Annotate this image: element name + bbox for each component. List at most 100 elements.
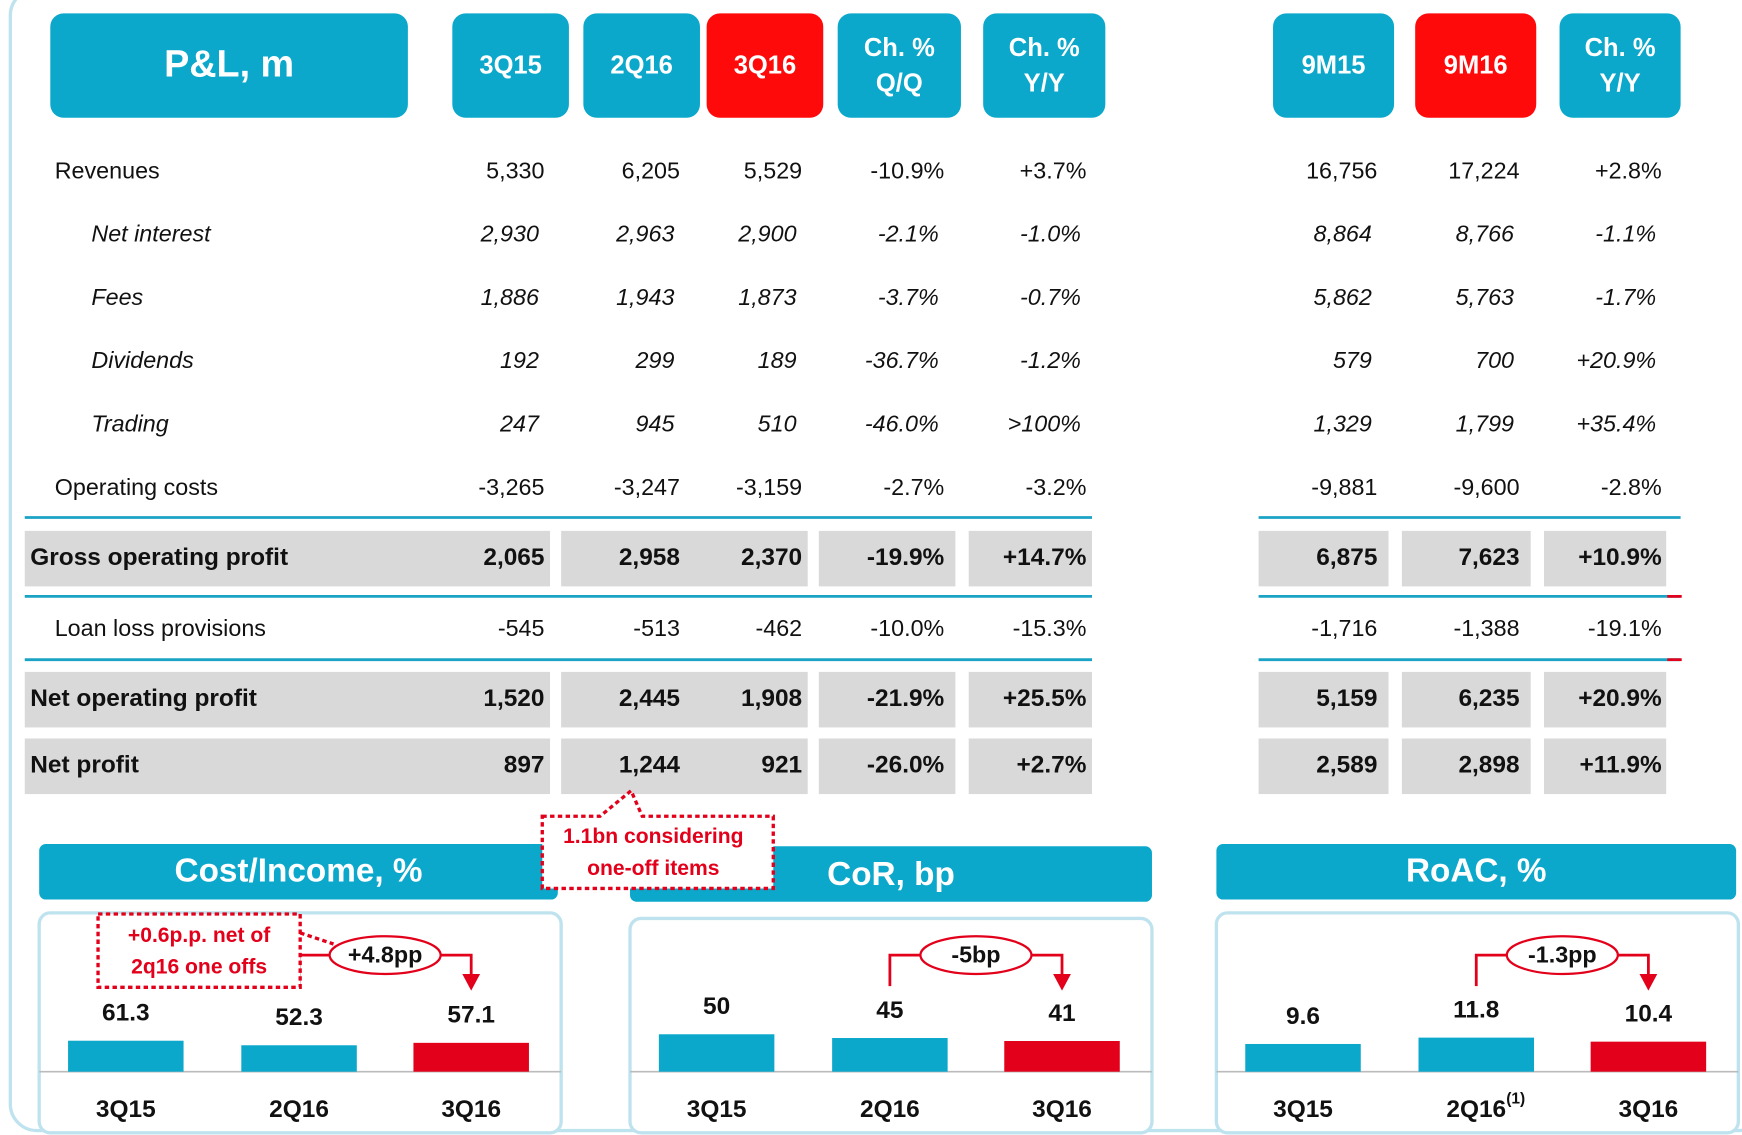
cell: 16,756 [1306, 157, 1377, 183]
cell: -2.7% [883, 474, 944, 500]
category-label: 3Q15 [96, 1096, 156, 1123]
row-band [561, 530, 808, 587]
cell: 700 [1475, 347, 1514, 373]
bar [1418, 1037, 1535, 1072]
bar [1590, 1041, 1707, 1072]
cell: 1,799 [1456, 411, 1514, 437]
cell: -10.0% [870, 615, 944, 641]
cell: 189 [758, 347, 797, 373]
value-label: 45 [876, 997, 903, 1024]
cell: -19.9% [867, 544, 945, 571]
cell: -15.3% [1013, 615, 1087, 641]
row-band [561, 738, 808, 795]
cell: -1.1% [1595, 221, 1656, 247]
cell: -46.0% [865, 411, 939, 437]
cell: -0.7% [1020, 284, 1081, 310]
cell: 2,963 [615, 221, 674, 247]
cell: 5,763 [1456, 284, 1514, 310]
cell: 1,873 [738, 284, 796, 310]
row-band [968, 530, 1093, 587]
value-label: 50 [703, 993, 730, 1020]
row-label: Net profit [30, 752, 139, 779]
column-header-box [1559, 13, 1681, 118]
category-label: 3Q16 [441, 1096, 501, 1123]
note-text: +0.6p.p. net of 2q16 one offs [128, 924, 271, 978]
cell: 6,235 [1458, 685, 1519, 712]
cell: -3,265 [478, 474, 544, 500]
value-label: 61.3 [102, 1000, 150, 1027]
panel-title: RoAC, % [1406, 853, 1547, 890]
cell: -1,716 [1311, 615, 1377, 641]
cell: +10.9% [1578, 544, 1662, 571]
value-label: 9.6 [1286, 1003, 1320, 1030]
cell: -3,247 [614, 474, 680, 500]
row-band [1544, 738, 1667, 795]
bar [832, 1038, 948, 1072]
column-header-line: Q/Q [876, 69, 923, 97]
row-label: Net interest [91, 221, 212, 247]
cell: -2.8% [1601, 474, 1662, 500]
panel-box [628, 916, 1154, 1135]
cell: 1,886 [481, 284, 539, 310]
callout-text: 1.1bn considering one-off items [563, 824, 744, 879]
column-header-box [1273, 13, 1395, 118]
value-label: 10.4 [1625, 1000, 1673, 1027]
cell: 192 [500, 347, 539, 373]
cell: 897 [504, 752, 545, 779]
column-header: 2Q16 [610, 51, 672, 79]
cell: -10.9% [870, 157, 944, 183]
column-header-line: Y/Y [1599, 69, 1640, 97]
cell: -462 [755, 615, 802, 641]
row-band [1401, 738, 1531, 795]
cell: 510 [758, 411, 797, 437]
cell: +25.5% [1003, 685, 1087, 712]
cell: +20.9% [1576, 347, 1656, 373]
cell: 1,943 [616, 284, 674, 310]
cell: 2,370 [741, 544, 802, 571]
cell: -513 [633, 615, 680, 641]
column-header: Ch. % Y/Y [1009, 34, 1080, 98]
cell: 299 [635, 347, 675, 373]
row-band [1544, 530, 1667, 587]
cell: 5,159 [1316, 685, 1377, 712]
column-header-line: Ch. % [1585, 34, 1656, 62]
cell: 2,930 [480, 221, 539, 247]
cell: 247 [499, 411, 540, 437]
change-label: +4.8pp [348, 941, 423, 967]
row-band [24, 671, 551, 728]
panel-box [1214, 911, 1741, 1135]
column-header-line: Ch. % [864, 34, 935, 62]
cell: 8,766 [1456, 221, 1514, 247]
change-arrow [462, 973, 481, 991]
note-box [96, 912, 302, 989]
column-header-box [452, 13, 569, 118]
category-label: 3Q16 [1032, 1096, 1092, 1123]
cell: -9,600 [1453, 474, 1519, 500]
table-title: P&L, m [164, 43, 294, 85]
change-ellipse [328, 935, 442, 976]
panel-title: CoR, bp [827, 856, 955, 893]
value-label: 57.1 [447, 1002, 495, 1029]
change-arrow [1639, 973, 1658, 991]
column-header: Ch. % Y/Y [1585, 34, 1656, 98]
cell: 945 [636, 411, 676, 437]
cell: 1,520 [483, 685, 544, 712]
column-header-line: Ch. % [1009, 34, 1080, 62]
bar [241, 1045, 357, 1072]
change-ellipse [919, 935, 1033, 976]
row-label: Operating costs [55, 474, 218, 500]
row-band [1258, 738, 1389, 795]
note-link [299, 931, 335, 946]
cell: 8,864 [1314, 221, 1372, 247]
bar [68, 1040, 184, 1072]
category-label: 3Q15 [687, 1096, 747, 1123]
cell: -545 [498, 615, 545, 641]
cell: -1,388 [1453, 615, 1519, 641]
row-band [561, 671, 808, 728]
cell: 2,900 [737, 221, 796, 247]
cell: 579 [1333, 347, 1372, 373]
cell: 921 [761, 752, 802, 779]
cell: -9,881 [1311, 474, 1377, 500]
